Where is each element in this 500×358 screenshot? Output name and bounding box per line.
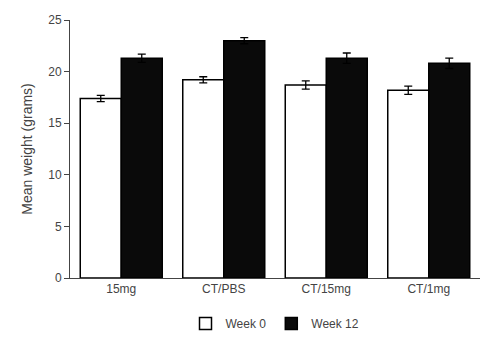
- svg-text:CT/1mg: CT/1mg: [407, 282, 450, 296]
- svg-text:10: 10: [48, 168, 62, 182]
- svg-text:Mean weight (grams): Mean weight (grams): [19, 83, 35, 215]
- svg-text:20: 20: [48, 65, 62, 79]
- svg-text:0: 0: [55, 271, 62, 285]
- svg-text:15mg: 15mg: [106, 282, 136, 296]
- svg-text:Week 0: Week 0: [226, 317, 267, 331]
- svg-text:25: 25: [48, 13, 62, 27]
- svg-text:CT/15mg: CT/15mg: [302, 282, 351, 296]
- svg-text:15: 15: [48, 116, 62, 130]
- svg-text:CT/PBS: CT/PBS: [202, 282, 245, 296]
- svg-text:Week 12: Week 12: [311, 317, 358, 331]
- svg-text:5: 5: [55, 220, 62, 234]
